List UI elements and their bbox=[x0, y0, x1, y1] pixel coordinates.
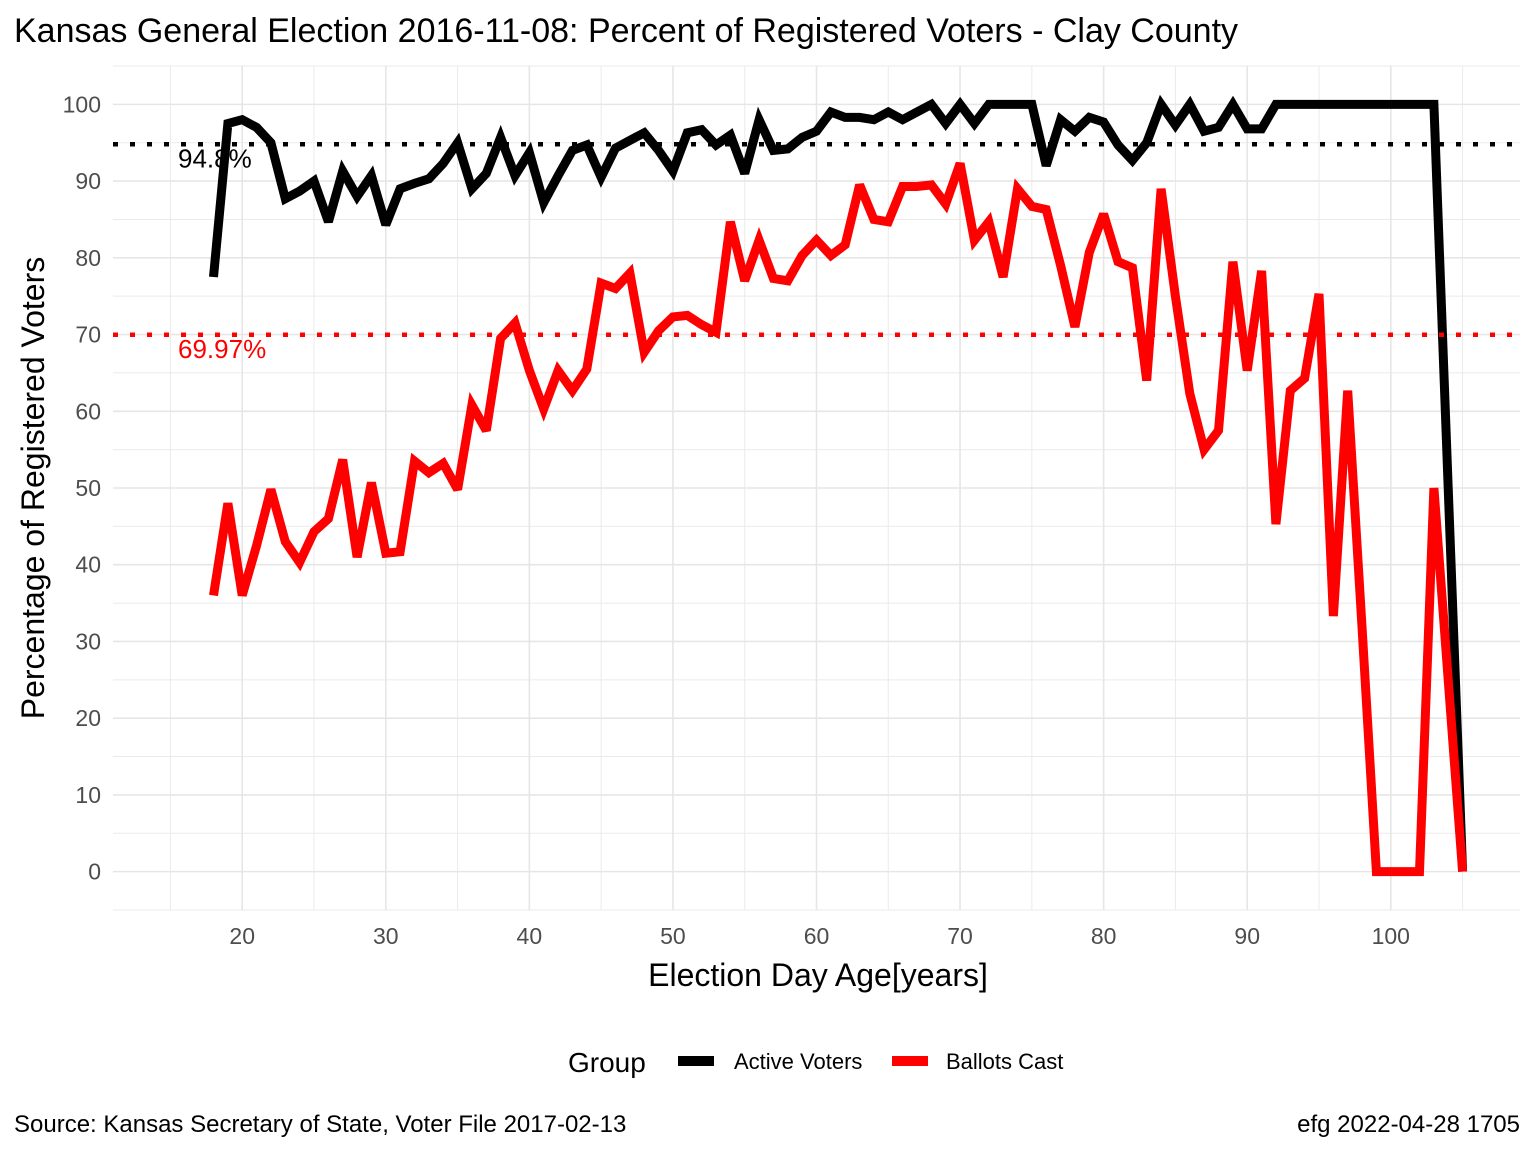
reference-label-active-voters: 94.8% bbox=[178, 143, 252, 173]
y-tick-label: 40 bbox=[75, 552, 101, 578]
y-tick-label: 50 bbox=[75, 475, 101, 501]
y-tick-label: 10 bbox=[75, 782, 101, 808]
y-tick-label: 80 bbox=[75, 245, 101, 271]
x-tick-label: 90 bbox=[1234, 923, 1260, 949]
x-tick-label: 30 bbox=[373, 923, 399, 949]
y-tick-label: 70 bbox=[75, 322, 101, 348]
x-tick-label: 80 bbox=[1091, 923, 1117, 949]
legend-label-active-voters: Active Voters bbox=[734, 1049, 862, 1074]
y-tick-label: 100 bbox=[63, 91, 101, 117]
y-tick-label: 60 bbox=[75, 398, 101, 424]
x-tick-label: 20 bbox=[229, 923, 255, 949]
reference-lines: 94.8% 69.97% bbox=[113, 142, 1520, 364]
x-axis-title: Election Day Age[years] bbox=[648, 957, 988, 993]
series-lines bbox=[209, 94, 1468, 877]
grid-major bbox=[113, 66, 1520, 910]
y-tick-label: 0 bbox=[88, 859, 101, 885]
series-line-active-voters bbox=[209, 94, 1468, 872]
x-tick-label: 70 bbox=[947, 923, 973, 949]
series-line-ballots-cast bbox=[209, 161, 1468, 877]
chart-title: Kansas General Election 2016-11-08: Perc… bbox=[14, 12, 1238, 50]
y-axis-title: Percentage of Registered Voters bbox=[15, 257, 51, 720]
y-tick-label: 90 bbox=[75, 168, 101, 194]
legend-label-ballots-cast: Ballots Cast bbox=[946, 1049, 1063, 1074]
x-axis-ticks: 20 30 40 50 60 70 80 90 100 bbox=[229, 923, 1410, 949]
source-caption: Source: Kansas Secretary of State, Voter… bbox=[14, 1111, 626, 1138]
x-tick-label: 100 bbox=[1372, 923, 1410, 949]
y-tick-label: 20 bbox=[75, 705, 101, 731]
legend-title: Group bbox=[568, 1047, 646, 1078]
legend: Group Active Voters Ballots Cast bbox=[568, 1047, 1063, 1078]
x-tick-label: 60 bbox=[804, 923, 830, 949]
x-tick-label: 50 bbox=[660, 923, 686, 949]
x-tick-label: 40 bbox=[517, 923, 543, 949]
reference-label-ballots-cast: 69.97% bbox=[178, 334, 266, 364]
credit-caption: efg 2022-04-28 1705 bbox=[1297, 1111, 1520, 1138]
y-tick-label: 30 bbox=[75, 628, 101, 654]
y-axis-ticks: 0 10 20 30 40 50 60 70 80 90 100 bbox=[63, 91, 101, 884]
